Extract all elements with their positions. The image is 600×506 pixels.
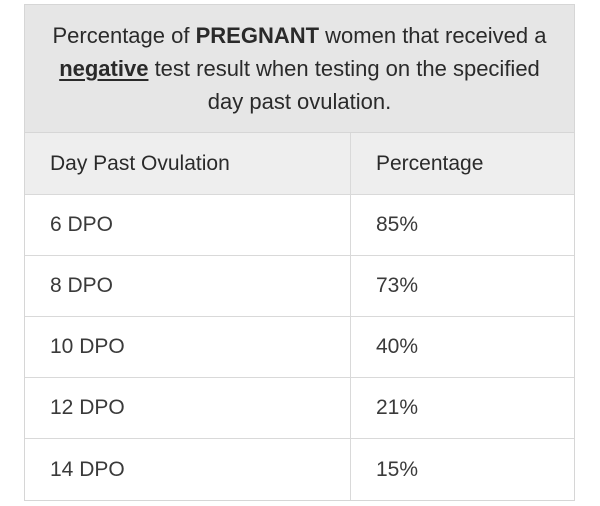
day-cell: 12 DPO <box>25 378 351 438</box>
day-cell: 6 DPO <box>25 195 351 255</box>
day-cell: 14 DPO <box>25 439 351 500</box>
caption-part-3: test result when testing on the specifie… <box>148 56 540 114</box>
table-caption: Percentage of PREGNANT women that receiv… <box>25 5 574 133</box>
percentage-cell: 15% <box>376 457 419 481</box>
percentage-cell: 73% <box>376 274 419 297</box>
table-row: 8 DPO 73% <box>25 256 574 317</box>
caption-text: Percentage of PREGNANT women that receiv… <box>45 19 554 118</box>
table-header-row: Day Past Ovulation Percentage <box>25 133 574 195</box>
table-row: 14 DPO 15% <box>25 439 574 500</box>
day-cell: 10 DPO <box>25 317 351 377</box>
percentage-cell: 21% <box>376 396 419 419</box>
day-cell: 8 DPO <box>25 256 351 316</box>
percentage-cell: 40% <box>376 335 419 358</box>
table-row: 10 DPO 40% <box>25 317 574 378</box>
dpo-table: Percentage of PREGNANT women that receiv… <box>24 4 575 501</box>
table-row: 6 DPO 85% <box>25 195 574 256</box>
caption-emphasis-pregnant: PREGNANT <box>195 23 320 48</box>
table-row: 12 DPO 21% <box>25 378 574 439</box>
column-header-percentage: Percentage <box>376 151 484 175</box>
caption-emphasis-negative: negative <box>59 56 149 81</box>
caption-part-1: Percentage of <box>52 23 196 48</box>
column-header-day: Day Past Ovulation <box>25 133 351 194</box>
percentage-cell: 85% <box>376 213 419 236</box>
caption-part-2: women that received a <box>319 23 547 48</box>
